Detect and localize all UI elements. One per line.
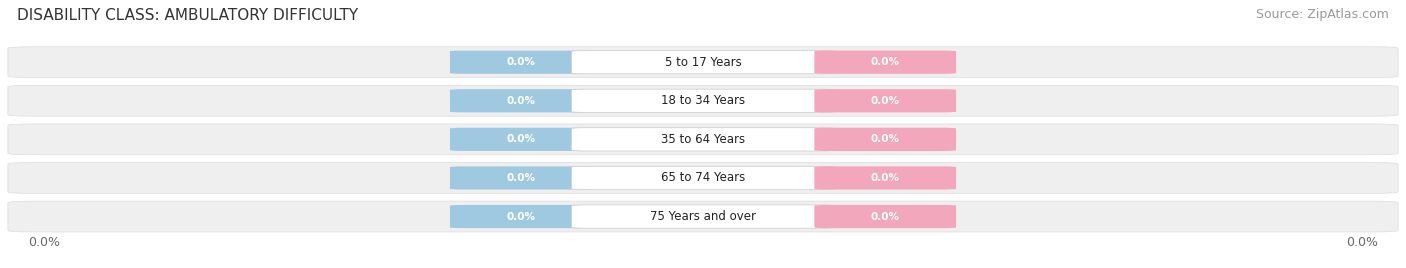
- FancyBboxPatch shape: [450, 51, 592, 74]
- FancyBboxPatch shape: [8, 85, 1398, 116]
- FancyBboxPatch shape: [450, 128, 592, 151]
- Text: 0.0%: 0.0%: [870, 96, 900, 106]
- Text: 0.0%: 0.0%: [506, 173, 536, 183]
- FancyBboxPatch shape: [571, 89, 835, 112]
- FancyBboxPatch shape: [450, 166, 592, 189]
- Text: 0.0%: 0.0%: [506, 57, 536, 67]
- FancyBboxPatch shape: [814, 205, 956, 228]
- FancyBboxPatch shape: [814, 51, 956, 74]
- Text: 65 to 74 Years: 65 to 74 Years: [661, 172, 745, 184]
- Text: 75 Years and over: 75 Years and over: [650, 210, 756, 223]
- FancyBboxPatch shape: [8, 47, 1398, 78]
- Text: 0.0%: 0.0%: [506, 134, 536, 144]
- Text: 0.0%: 0.0%: [870, 134, 900, 144]
- FancyBboxPatch shape: [8, 124, 1398, 155]
- Text: DISABILITY CLASS: AMBULATORY DIFFICULTY: DISABILITY CLASS: AMBULATORY DIFFICULTY: [17, 8, 359, 23]
- FancyBboxPatch shape: [450, 89, 592, 112]
- FancyBboxPatch shape: [571, 205, 835, 228]
- FancyBboxPatch shape: [450, 205, 592, 228]
- FancyBboxPatch shape: [571, 166, 835, 189]
- Text: 0.0%: 0.0%: [506, 96, 536, 106]
- FancyBboxPatch shape: [8, 201, 1398, 232]
- FancyBboxPatch shape: [814, 128, 956, 151]
- Text: 0.0%: 0.0%: [1346, 236, 1378, 249]
- Text: 35 to 64 Years: 35 to 64 Years: [661, 133, 745, 146]
- Text: 5 to 17 Years: 5 to 17 Years: [665, 56, 741, 69]
- FancyBboxPatch shape: [8, 162, 1398, 193]
- FancyBboxPatch shape: [814, 166, 956, 189]
- FancyBboxPatch shape: [814, 89, 956, 112]
- Text: 0.0%: 0.0%: [870, 211, 900, 222]
- FancyBboxPatch shape: [571, 51, 835, 74]
- FancyBboxPatch shape: [571, 128, 835, 151]
- Text: 0.0%: 0.0%: [870, 57, 900, 67]
- Text: 0.0%: 0.0%: [870, 173, 900, 183]
- Text: 18 to 34 Years: 18 to 34 Years: [661, 94, 745, 107]
- Text: Source: ZipAtlas.com: Source: ZipAtlas.com: [1256, 8, 1389, 21]
- Text: 0.0%: 0.0%: [28, 236, 60, 249]
- Text: 0.0%: 0.0%: [506, 211, 536, 222]
